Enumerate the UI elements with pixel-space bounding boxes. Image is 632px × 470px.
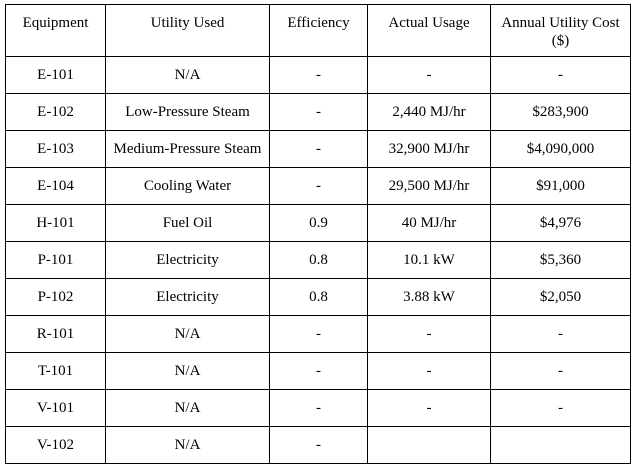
cell-efficiency: - <box>269 56 368 94</box>
cell-utility: N/A <box>105 352 270 390</box>
table-row: T-101 N/A - - - <box>5 352 631 390</box>
cell-equipment: V-102 <box>5 426 106 464</box>
table-row: H-101 Fuel Oil 0.9 40 MJ/hr $4,976 <box>5 204 631 242</box>
cell-utility: Electricity <box>105 278 270 316</box>
cell-utility: N/A <box>105 56 270 94</box>
header-annual-utility-cost: Annual Utility Cost ($) <box>490 4 631 57</box>
cell-actual-usage <box>367 426 491 464</box>
table-row: V-102 N/A - <box>5 426 631 464</box>
cell-annual-cost: - <box>490 315 631 353</box>
cell-actual-usage: 3.88 kW <box>367 278 491 316</box>
cell-annual-cost: $2,050 <box>490 278 631 316</box>
cell-equipment: P-101 <box>5 241 106 279</box>
cell-utility: Cooling Water <box>105 167 270 205</box>
cell-utility: N/A <box>105 389 270 427</box>
header-actual-usage: Actual Usage <box>367 4 491 57</box>
cell-actual-usage: 32,900 MJ/hr <box>367 130 491 168</box>
cell-annual-cost: $283,900 <box>490 93 631 131</box>
cell-efficiency: - <box>269 389 368 427</box>
cell-efficiency: - <box>269 352 368 390</box>
cell-equipment: E-103 <box>5 130 106 168</box>
cell-efficiency: 0.8 <box>269 278 368 316</box>
cell-efficiency: - <box>269 93 368 131</box>
cell-annual-cost: - <box>490 352 631 390</box>
cell-efficiency: - <box>269 167 368 205</box>
cell-annual-cost: $4,090,000 <box>490 130 631 168</box>
cell-annual-cost: - <box>490 389 631 427</box>
cell-equipment: E-101 <box>5 56 106 94</box>
cell-actual-usage: 29,500 MJ/hr <box>367 167 491 205</box>
cell-equipment: E-104 <box>5 167 106 205</box>
table-row: P-102 Electricity 0.8 3.88 kW $2,050 <box>5 278 631 316</box>
cell-annual-cost: $5,360 <box>490 241 631 279</box>
cell-utility: Low-Pressure Steam <box>105 93 270 131</box>
cell-efficiency: - <box>269 426 368 464</box>
header-utility-used: Utility Used <box>105 4 270 57</box>
cell-actual-usage: - <box>367 56 491 94</box>
cell-equipment: T-101 <box>5 352 106 390</box>
table-row: P-101 Electricity 0.8 10.1 kW $5,360 <box>5 241 631 279</box>
cell-annual-cost: $4,976 <box>490 204 631 242</box>
cell-annual-cost: $91,000 <box>490 167 631 205</box>
header-equipment: Equipment <box>5 4 106 57</box>
table-row: V-101 N/A - - - <box>5 389 631 427</box>
cell-actual-usage: 10.1 kW <box>367 241 491 279</box>
utility-cost-table: Equipment Utility Used Efficiency Actual… <box>5 4 631 464</box>
table-row: R-101 N/A - - - <box>5 315 631 353</box>
cell-utility: N/A <box>105 315 270 353</box>
cell-equipment: P-102 <box>5 278 106 316</box>
cell-actual-usage: - <box>367 352 491 390</box>
cell-efficiency: - <box>269 130 368 168</box>
cell-equipment: H-101 <box>5 204 106 242</box>
table-row: E-101 N/A - - - <box>5 56 631 94</box>
table-row: E-102 Low-Pressure Steam - 2,440 MJ/hr $… <box>5 93 631 131</box>
cell-equipment: R-101 <box>5 315 106 353</box>
cell-annual-cost <box>490 426 631 464</box>
cell-utility: Fuel Oil <box>105 204 270 242</box>
table-row: E-104 Cooling Water - 29,500 MJ/hr $91,0… <box>5 167 631 205</box>
cell-efficiency: 0.9 <box>269 204 368 242</box>
cell-equipment: E-102 <box>5 93 106 131</box>
cell-efficiency: - <box>269 315 368 353</box>
cell-equipment: V-101 <box>5 389 106 427</box>
cell-utility: N/A <box>105 426 270 464</box>
cell-annual-cost: - <box>490 56 631 94</box>
cell-efficiency: 0.8 <box>269 241 368 279</box>
cell-actual-usage: - <box>367 315 491 353</box>
cell-actual-usage: - <box>367 389 491 427</box>
table-header-row: Equipment Utility Used Efficiency Actual… <box>5 4 631 57</box>
cell-actual-usage: 2,440 MJ/hr <box>367 93 491 131</box>
cell-actual-usage: 40 MJ/hr <box>367 204 491 242</box>
table-row: E-103 Medium-Pressure Steam - 32,900 MJ/… <box>5 130 631 168</box>
cell-utility: Electricity <box>105 241 270 279</box>
cell-utility: Medium-Pressure Steam <box>105 130 270 168</box>
header-efficiency: Efficiency <box>269 4 368 57</box>
